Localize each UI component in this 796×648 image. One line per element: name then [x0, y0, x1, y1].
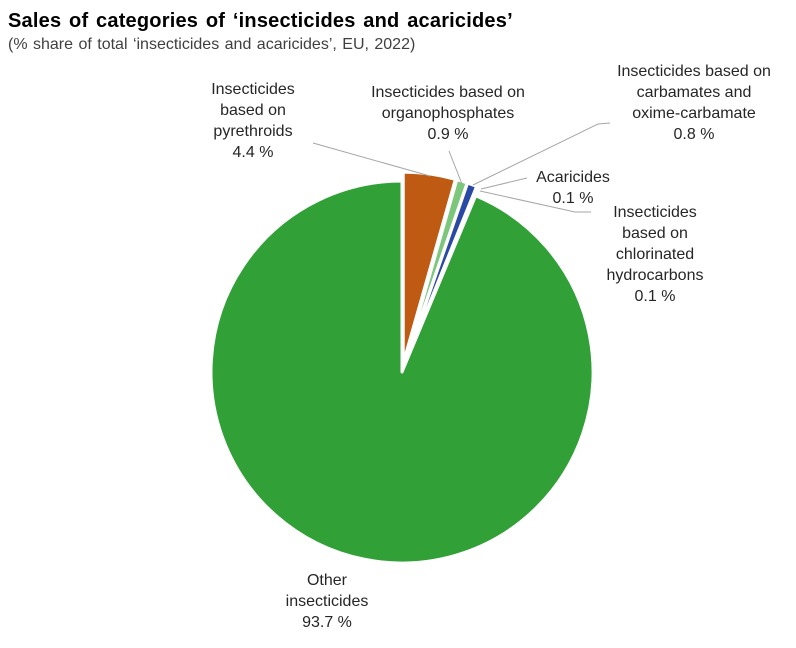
callout-label-pyrethroids: Insecticides based on pyrethroids 4.4 % [211, 81, 295, 161]
callout-label-other-insecticides: Other insecticides 93.7 % [285, 572, 369, 631]
leader-line-1 [448, 150, 463, 185]
leader-line-2 [472, 122, 611, 186]
callout-label-chlorinated-hydrocarbons: Insecticides based on chlorinated hydroc… [606, 204, 704, 305]
leader-line-3 [480, 177, 528, 190]
chart-subtitle: (% share of total ‘insecticides and acar… [8, 36, 416, 53]
callout-label-carbamates: Insecticides based on carbamates and oxi… [617, 63, 771, 143]
chart-title: Sales of categories of ‘insecticides and… [8, 10, 513, 32]
leader-line-4 [479, 190, 591, 213]
callout-label-acaricides: Acaricides 0.1 % [536, 169, 610, 207]
pie-slice-5 [209, 179, 595, 565]
pie-slice-0 [401, 170, 457, 365]
callout-label-organophosphates: Insecticides based on organophosphates 0… [371, 84, 525, 143]
leader-line-0 [312, 142, 431, 177]
